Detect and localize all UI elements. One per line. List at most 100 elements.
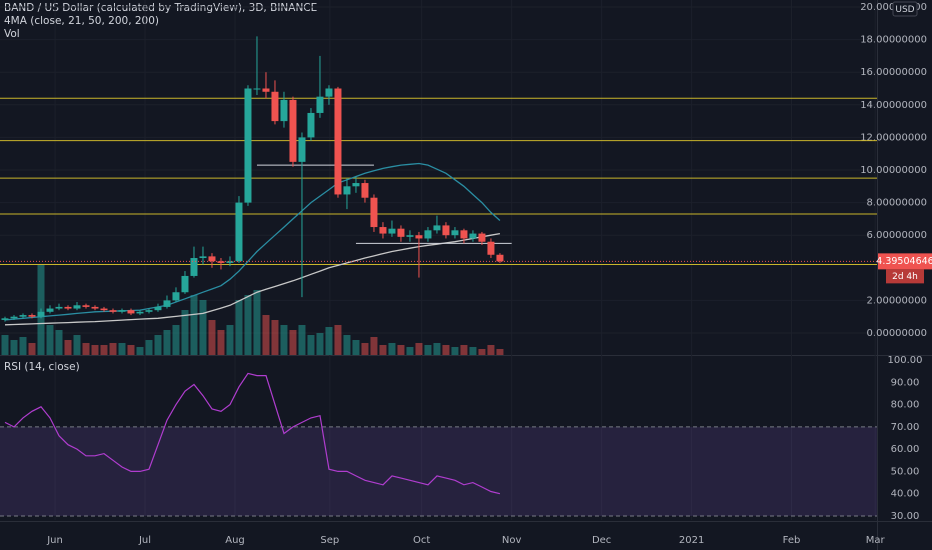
volume-bar [136,347,144,355]
countdown-box [886,269,924,284]
volume-bar [226,325,234,355]
volume-bar [91,345,99,355]
candle-body [487,241,495,255]
currency-box [892,1,918,17]
candle-body [262,88,270,92]
volume-bar [64,340,72,355]
volume-bar [424,345,432,355]
candle-body [496,254,504,262]
candle-body [127,310,135,314]
candle-body [217,261,225,263]
candle-body [226,261,234,263]
candle-body [280,99,288,122]
y-tick-label: 16.00000000 [860,67,927,78]
volume-bar [163,330,171,355]
y-tick-label: 2.00000000 [867,295,927,306]
volume-bar [289,330,297,355]
rsi-tick-label: 80.00 [891,400,920,411]
candle-body [424,230,432,239]
volume-bar [127,345,135,355]
volume-bar [109,343,117,355]
candle-body [82,305,90,307]
candle-body [118,310,126,312]
volume-bar [415,343,423,355]
candle-body [163,300,171,307]
x-tick-label: Jul [138,535,151,546]
volume-bar [145,340,153,355]
volume-bar [82,343,90,355]
candle-body [55,306,63,309]
volume-bar [334,325,342,355]
last-price-label: 4.39504646 [876,256,932,267]
volume-label: Vol [4,28,20,40]
y-tick-label: 14.00000000 [860,100,927,111]
candle-body [460,230,468,239]
y-tick-label: 10.00000000 [860,165,927,176]
volume-bar [10,340,18,355]
candle-body [1,318,9,320]
volume-bar [46,325,54,355]
candle-body [442,225,450,236]
countdown-label: 2d 4h [892,272,918,282]
rsi-line [4,372,501,495]
chart-title: BAND / US Dollar (calculated by TradingV… [4,2,317,14]
volume-bar [271,320,279,355]
volume-bar [244,295,252,355]
x-tick-label: Sep [320,535,339,546]
candle-body [181,275,189,293]
moving-average [4,232,501,326]
volume-bar [154,335,162,355]
rsi-tick-label: 60.00 [891,444,920,455]
volume-bar [28,343,36,355]
candle-body [343,186,351,195]
volume-bar [478,349,486,355]
volume-bar [298,325,306,355]
volume-bar [253,290,261,355]
candle-body [289,99,297,162]
volume-bar [379,345,387,355]
volume-bar [100,345,108,355]
volume-bar [235,300,243,355]
currency-label: USD [895,5,914,15]
candle-body [370,197,378,228]
candle-body [352,183,360,187]
volume-bar [433,343,441,355]
candle-body [361,183,369,198]
x-tick-label: Jun [46,535,63,546]
volume-bar [487,345,495,355]
candle-body [172,292,180,301]
volume-bar [397,345,405,355]
rsi-tick-label: 40.00 [891,489,920,500]
y-tick-label: 6.00000000 [867,230,927,241]
x-tick-label: Aug [225,535,245,546]
volume-bar [190,295,198,355]
candle-body [37,311,45,317]
rsi-label: RSI (14, close) [4,361,80,373]
volume-bar [118,343,126,355]
x-tick-label: Mar [866,535,886,546]
volume-bar [181,310,189,355]
candle-body [109,310,117,312]
candle-body [208,256,216,262]
volume-bar [325,327,333,355]
y-tick-label: 18.00000000 [860,35,927,46]
volume-bar [406,347,414,355]
volume-bar [343,335,351,355]
volume-bar [370,337,378,355]
volume-bar [496,349,504,355]
candle-body [397,228,405,237]
candle-body [451,230,459,236]
candle-body [64,306,72,309]
volume-bar [262,315,270,355]
candle-body [415,235,423,239]
candle-body [334,88,342,195]
y-tick-label: 8.00000000 [867,198,927,209]
candle-body [91,306,99,309]
volume-bar [460,345,468,355]
candle-body [154,306,162,311]
rsi-tick-label: 100.00 [888,355,923,366]
candle-body [298,137,306,162]
candle-body [145,310,153,312]
x-tick-label: Nov [502,535,522,546]
